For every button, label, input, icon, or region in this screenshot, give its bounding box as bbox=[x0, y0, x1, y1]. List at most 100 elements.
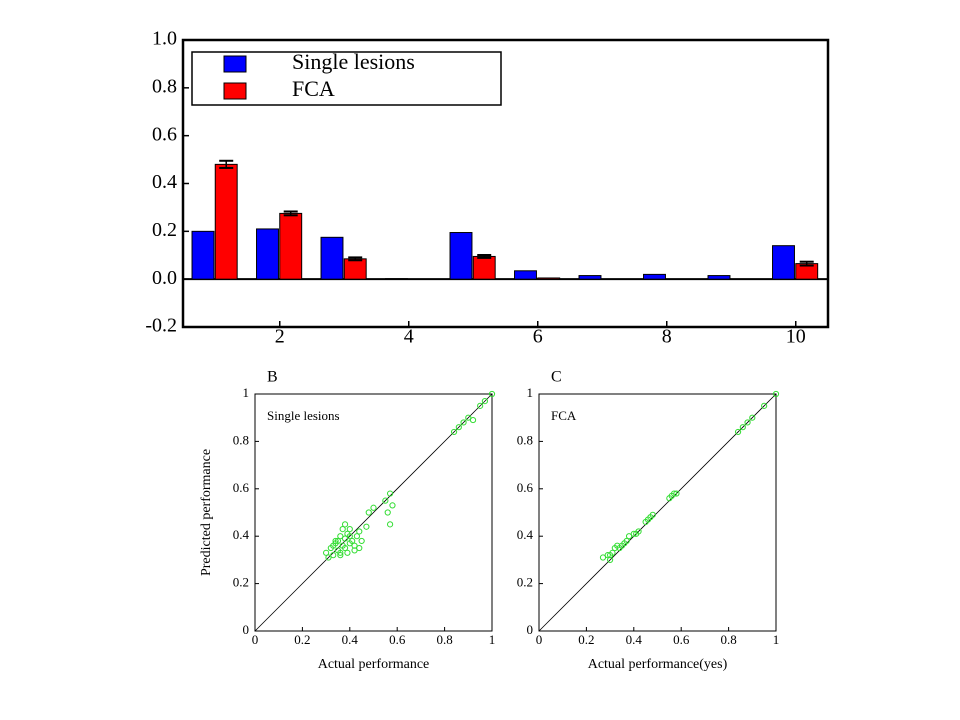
x-tick-label: 0.2 bbox=[294, 632, 310, 647]
x-tick-label: 0.4 bbox=[626, 632, 643, 647]
point bbox=[670, 490, 678, 497]
bar bbox=[343, 258, 367, 280]
y-tick-label: 0.4 bbox=[152, 171, 177, 193]
x-tick-label: 0.6 bbox=[389, 632, 406, 647]
y-tick-labels: -0.2 0.0 0.2 0.4 0.6 0.8 1.0 bbox=[145, 28, 177, 337]
y-tick-label: 0 bbox=[527, 622, 534, 637]
point bbox=[341, 521, 349, 528]
panel-label: C bbox=[551, 369, 562, 386]
point bbox=[346, 533, 353, 540]
error-bar bbox=[799, 260, 814, 267]
error-bar bbox=[283, 210, 298, 217]
x-tick-label: 0 bbox=[536, 632, 543, 647]
point bbox=[635, 528, 642, 535]
point bbox=[455, 424, 462, 431]
bar bbox=[449, 232, 473, 280]
y-tick-label: 0.4 bbox=[233, 527, 250, 542]
point bbox=[488, 390, 496, 398]
point bbox=[341, 535, 349, 542]
bar bbox=[320, 236, 344, 280]
point bbox=[772, 390, 780, 398]
error-bar bbox=[219, 159, 234, 169]
legend-swatch bbox=[223, 55, 247, 73]
point bbox=[365, 509, 372, 516]
panel-label: B bbox=[267, 369, 278, 386]
point bbox=[323, 549, 330, 556]
point bbox=[346, 525, 353, 533]
x-tick-label: 8 bbox=[662, 326, 672, 348]
error-bar bbox=[477, 254, 492, 259]
point bbox=[469, 416, 477, 424]
bar bbox=[256, 228, 279, 280]
x-axis-label: Actual performance(yes) bbox=[588, 657, 728, 672]
point bbox=[358, 537, 365, 545]
y-tick-label: 0.2 bbox=[152, 219, 177, 241]
point bbox=[337, 552, 344, 559]
bar bbox=[643, 273, 666, 280]
point bbox=[325, 554, 332, 561]
point bbox=[460, 419, 467, 426]
point bbox=[384, 509, 391, 516]
x-tick-label: 1 bbox=[489, 632, 496, 647]
x-tick-label: 0.8 bbox=[720, 632, 736, 647]
bar bbox=[707, 275, 731, 280]
point bbox=[616, 544, 623, 552]
error-bar bbox=[348, 256, 363, 262]
point bbox=[734, 428, 742, 436]
point bbox=[450, 428, 458, 436]
x-tick-label: 0.2 bbox=[578, 632, 594, 647]
point bbox=[477, 402, 484, 409]
legend-label: Single lesions bbox=[292, 49, 415, 74]
point bbox=[604, 552, 611, 559]
x-tick-label: 6 bbox=[533, 326, 543, 348]
point bbox=[382, 497, 389, 504]
point bbox=[332, 537, 339, 545]
legend-swatch bbox=[223, 82, 247, 100]
x-tick-label: 0.8 bbox=[436, 632, 452, 647]
y-tick-label: 1.0 bbox=[152, 28, 177, 50]
plot-frame bbox=[181, 38, 830, 329]
point bbox=[339, 525, 346, 533]
point bbox=[337, 549, 344, 556]
point bbox=[334, 537, 342, 545]
x-tick-label: 4 bbox=[404, 326, 414, 348]
point bbox=[389, 502, 396, 509]
bar bbox=[537, 277, 561, 280]
bar bbox=[214, 163, 238, 280]
point bbox=[625, 533, 633, 540]
point bbox=[356, 528, 363, 535]
point bbox=[341, 544, 349, 552]
bar bbox=[279, 212, 303, 280]
point bbox=[739, 424, 746, 431]
legend-label: FCA bbox=[292, 76, 335, 101]
scatter-chart: 0 0.2 0.4 0.6 0.8 1 0 0.2 0.4 0.6 0.8 1 B Single lesi… bbox=[199, 369, 495, 673]
bar bbox=[514, 270, 537, 280]
y-tick-label: 0.2 bbox=[233, 575, 249, 590]
point bbox=[465, 414, 472, 421]
point bbox=[649, 511, 656, 518]
point bbox=[607, 552, 614, 559]
bar bbox=[191, 230, 215, 280]
point bbox=[599, 554, 607, 561]
y-tick-label: 0.6 bbox=[152, 123, 177, 145]
point bbox=[386, 521, 394, 528]
y-tick-label: 0.6 bbox=[517, 480, 534, 495]
point bbox=[344, 549, 351, 556]
x-tick-label: 0 bbox=[252, 632, 259, 647]
scatter-chart: 0 0.2 0.4 0.6 0.8 1 0 0.2 0.4 0.6 0.8 1 C FCA Actual p… bbox=[517, 369, 780, 673]
point bbox=[363, 523, 370, 530]
y-tick-label: 0.8 bbox=[152, 75, 177, 97]
y-tick-label: 1 bbox=[527, 385, 534, 400]
point bbox=[630, 530, 637, 537]
x-tick-label: 10 bbox=[786, 326, 806, 348]
y-tick-label: 0 bbox=[243, 622, 250, 637]
annotation: Single lesions bbox=[267, 408, 340, 423]
point bbox=[337, 533, 344, 540]
point bbox=[353, 533, 361, 540]
point bbox=[386, 490, 394, 497]
point bbox=[356, 544, 363, 552]
x-tick-label: 0.6 bbox=[673, 632, 690, 647]
y-tick-label: 0.4 bbox=[517, 527, 534, 542]
x-axis-label: Actual performance bbox=[318, 657, 430, 672]
